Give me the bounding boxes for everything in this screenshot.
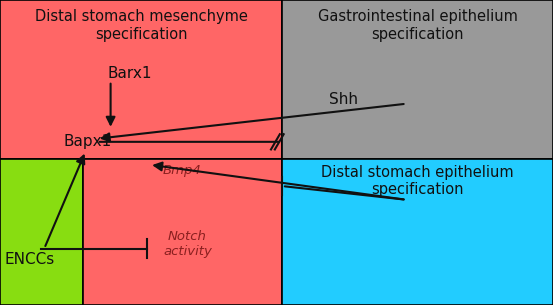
Bar [83, 159, 282, 305]
Text: Barx1: Barx1 [108, 66, 152, 81]
Text: Bapx1: Bapx1 [64, 134, 112, 149]
Text: Notch
activity: Notch activity [163, 230, 212, 258]
Text: Shh: Shh [329, 92, 358, 107]
Bar [0, 159, 83, 305]
Text: Bmp4: Bmp4 [163, 164, 202, 177]
Bar [282, 0, 553, 159]
Bar [282, 159, 553, 305]
Bar [0, 0, 282, 159]
Text: ENCCs: ENCCs [4, 252, 55, 267]
Text: Distal stomach epithelium
specification: Distal stomach epithelium specification [321, 165, 514, 197]
Text: Distal stomach mesenchyme
specification: Distal stomach mesenchyme specification [35, 9, 247, 41]
Text: Gastrointestinal epithelium
specification: Gastrointestinal epithelium specificatio… [317, 9, 518, 41]
